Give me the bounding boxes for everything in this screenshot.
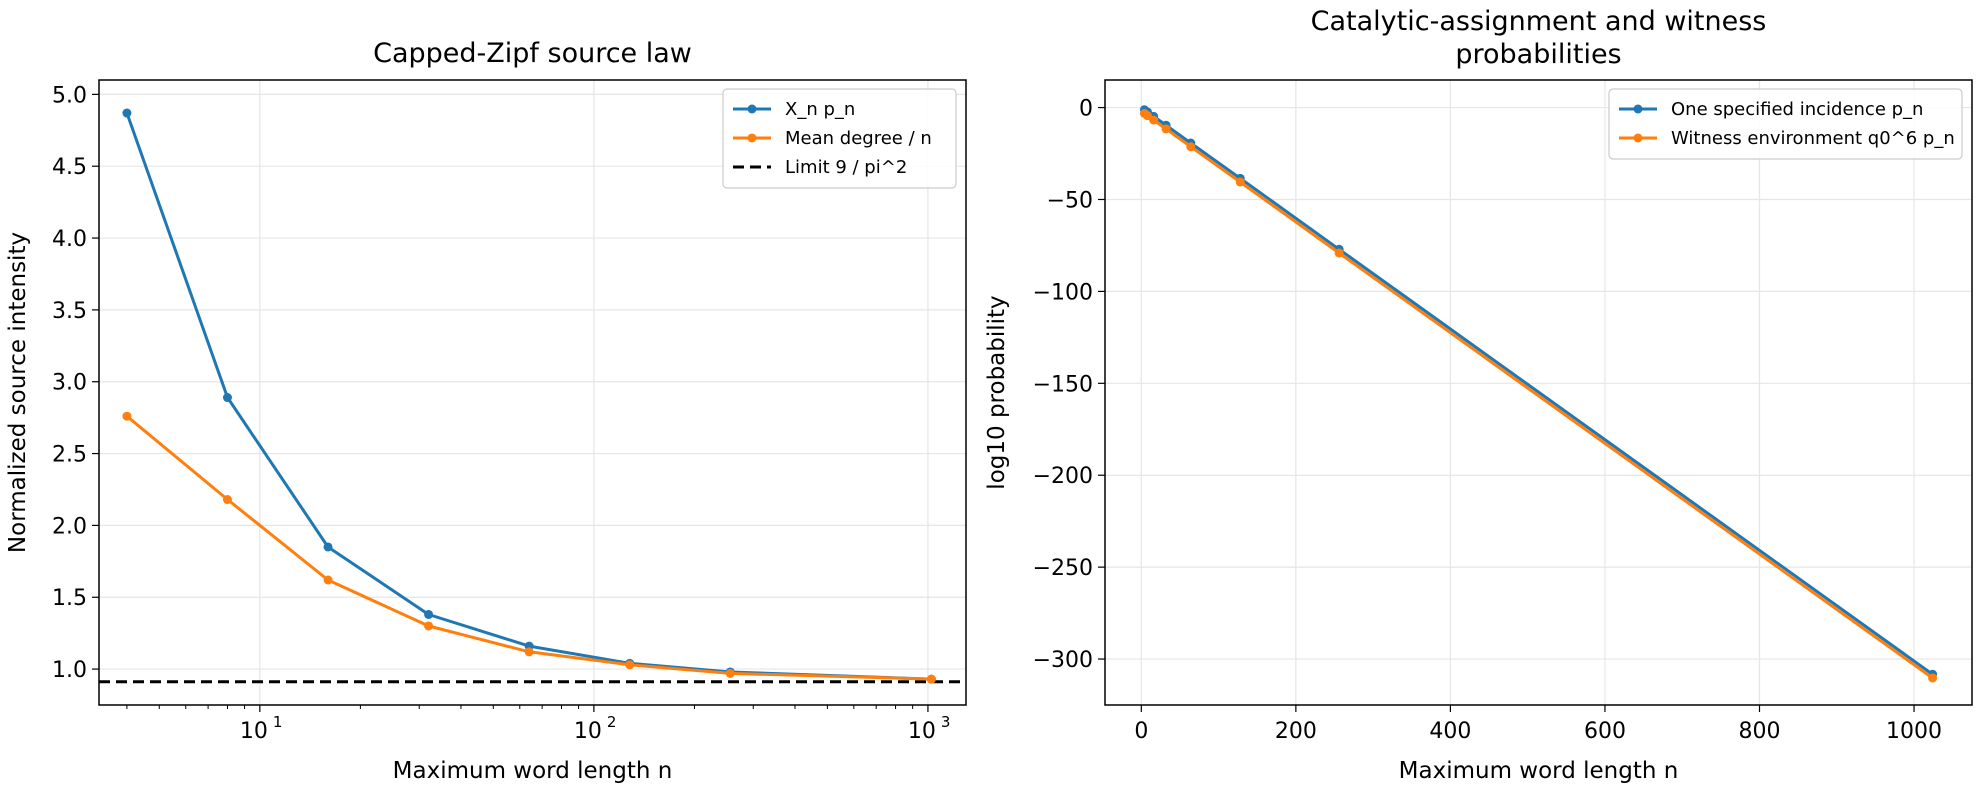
x-tick-exponent: 3 [941,713,951,731]
series-line [1143,108,1934,676]
data-point [222,393,232,403]
legend-label: Mean degree / n [785,128,932,149]
data-point [725,668,735,678]
plot-frame [98,79,967,706]
x-tick-label: 600 [1584,719,1626,744]
y-tick-label: 1.5 [52,586,87,611]
legend-label: X_n p_n [785,99,855,120]
series-2 [122,411,936,684]
legend-marker [747,133,757,143]
y-tick-label: 3.5 [52,299,87,324]
x-tick-exponent: 2 [607,713,617,731]
data-point [323,575,333,585]
y-tick-label: 1.0 [52,658,87,683]
y-tick-label: −100 [1033,280,1093,305]
gridlines [1105,80,1972,705]
legend-label: One specified incidence p_n [1671,99,1923,120]
legend-marker [747,104,757,114]
x-tick-label: 0 [1134,719,1148,744]
data-point [222,495,232,505]
series-2 [1139,108,1938,683]
x-tick-label: 10 [240,719,268,744]
legend-marker [1633,104,1643,114]
data-point [926,674,936,684]
data-point [1149,115,1159,125]
legend-label: Witness environment q0^6 p_n [1671,128,1955,149]
right-chart-panel: 0 200 400 600 800 1000 0 −50 −100 −150 −200 −250 −30… [984,6,1973,784]
x-tick-label: 10 [908,719,936,744]
plot-frame [1104,79,1973,706]
y-tick-label: −250 [1033,556,1093,581]
legend-marker [1633,133,1643,143]
legend: X_n p_n Mean degree / n Limit 9 / pi^2 [722,88,957,189]
x-tick-label: 1000 [1886,719,1942,744]
x-axis-label: Maximum word length n [393,758,673,784]
y-tick-label: −50 [1047,188,1093,213]
y-tick-label: −300 [1033,648,1093,673]
chart-title: Capped-Zipf source law [373,38,692,69]
data-point [1334,248,1344,258]
data-point [424,609,434,619]
y-axis-label: log10 probability [984,295,1010,489]
x-tick-label: 400 [1429,719,1471,744]
x-tick-exponent: 1 [273,713,283,731]
y-tick-label: 0 [1079,97,1093,122]
chart-title-line: probabilities [1455,39,1621,70]
data-point [524,647,534,657]
data-point [122,411,132,421]
data-point [1161,124,1171,134]
series-1 [1139,105,1938,679]
series-line [125,112,932,681]
x-tick-label: 10 [574,719,602,744]
x-axis-label: Maximum word length n [1399,758,1679,784]
data-point [1235,177,1245,187]
y-tick-label: 3.0 [52,371,87,396]
chart-title-line: Catalytic-assignment and witness [1311,6,1767,37]
series-line [1143,112,1934,680]
y-tick-label: 2.5 [52,443,87,468]
y-axis-label: Normalized source intensity [5,232,31,553]
data-point [122,108,132,118]
y-tick-label: 2.0 [52,514,87,539]
y-tick-label: 4.5 [52,155,87,180]
data-point [625,660,635,670]
y-tick-label: −200 [1033,464,1093,489]
y-tick-label: 4.0 [52,227,87,252]
x-tick-label: 800 [1739,719,1781,744]
left-chart-panel: 10 1 10 2 10 3 1.0 1.5 2.0 2.5 3.0 3.5 4.0 4.5 5.0 Capp… [5,38,967,784]
x-tick-label: 200 [1275,719,1317,744]
data-point [1928,673,1938,683]
legend-label: Limit 9 / pi^2 [785,157,907,178]
y-tick-label: −150 [1033,372,1093,397]
y-tick-label: 5.0 [52,83,87,108]
legend-box [1608,88,1963,160]
data-point [1186,142,1196,152]
legend: One specified incidence p_n Witness envir… [1608,88,1963,160]
data-point [424,621,434,631]
data-point [323,542,333,552]
legend-box [722,88,957,189]
series-line [125,415,932,681]
